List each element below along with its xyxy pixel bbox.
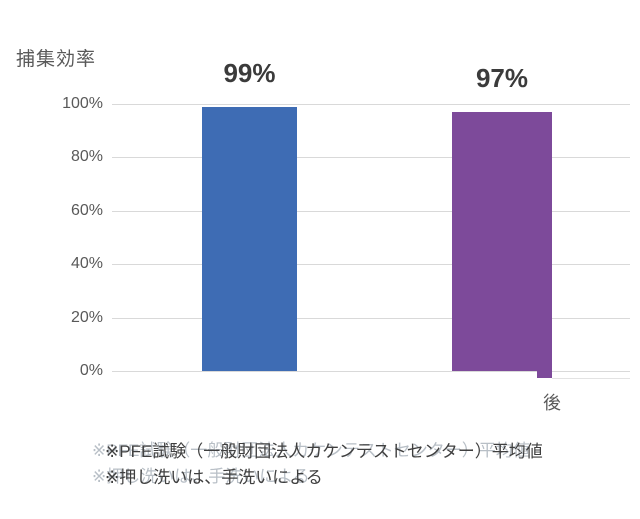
y-tick-label-80%: 80% (70, 148, 103, 166)
data-label-after-wash: 97% (475, 63, 529, 93)
x-axis-label-after: 後 (543, 393, 561, 413)
y-tick-label-100%: 100% (62, 95, 103, 112)
gridline-100% (112, 104, 630, 105)
footnote-pfe-ghost: ※PFE試験（一般財団法人カケンテストセンター）平均値 (92, 441, 530, 460)
gridline-60% (112, 210, 630, 212)
footnote-wash-ghost: ※押し洗いは、手洗いによる (92, 467, 310, 486)
y-tick-label-20%: 20% (70, 308, 103, 326)
bar-after-wash (452, 112, 552, 371)
data-label-before-wash: 99% (223, 57, 276, 88)
gridline-0% (112, 371, 630, 372)
bar-before-wash (202, 106, 297, 371)
footnote-hand-wash: ※押し洗いは、手洗いによる (105, 468, 323, 487)
bar-after-wash-offset-artifact (537, 371, 552, 378)
baseline-segment-artifact (552, 378, 630, 379)
chart-title: 捕集効率 (16, 49, 97, 70)
y-tick-label-40%: 40% (70, 255, 103, 273)
gridline-20% (112, 317, 630, 319)
gridline-80% (112, 157, 630, 159)
y-tick-label-60%: 60% (70, 201, 103, 219)
gridline-40% (112, 264, 630, 266)
footnote-pfe-test: ※PFE試験（一般財団法人カケンテストセンター）平均値 (105, 442, 543, 461)
y-tick-label-0%: 0% (79, 362, 103, 379)
